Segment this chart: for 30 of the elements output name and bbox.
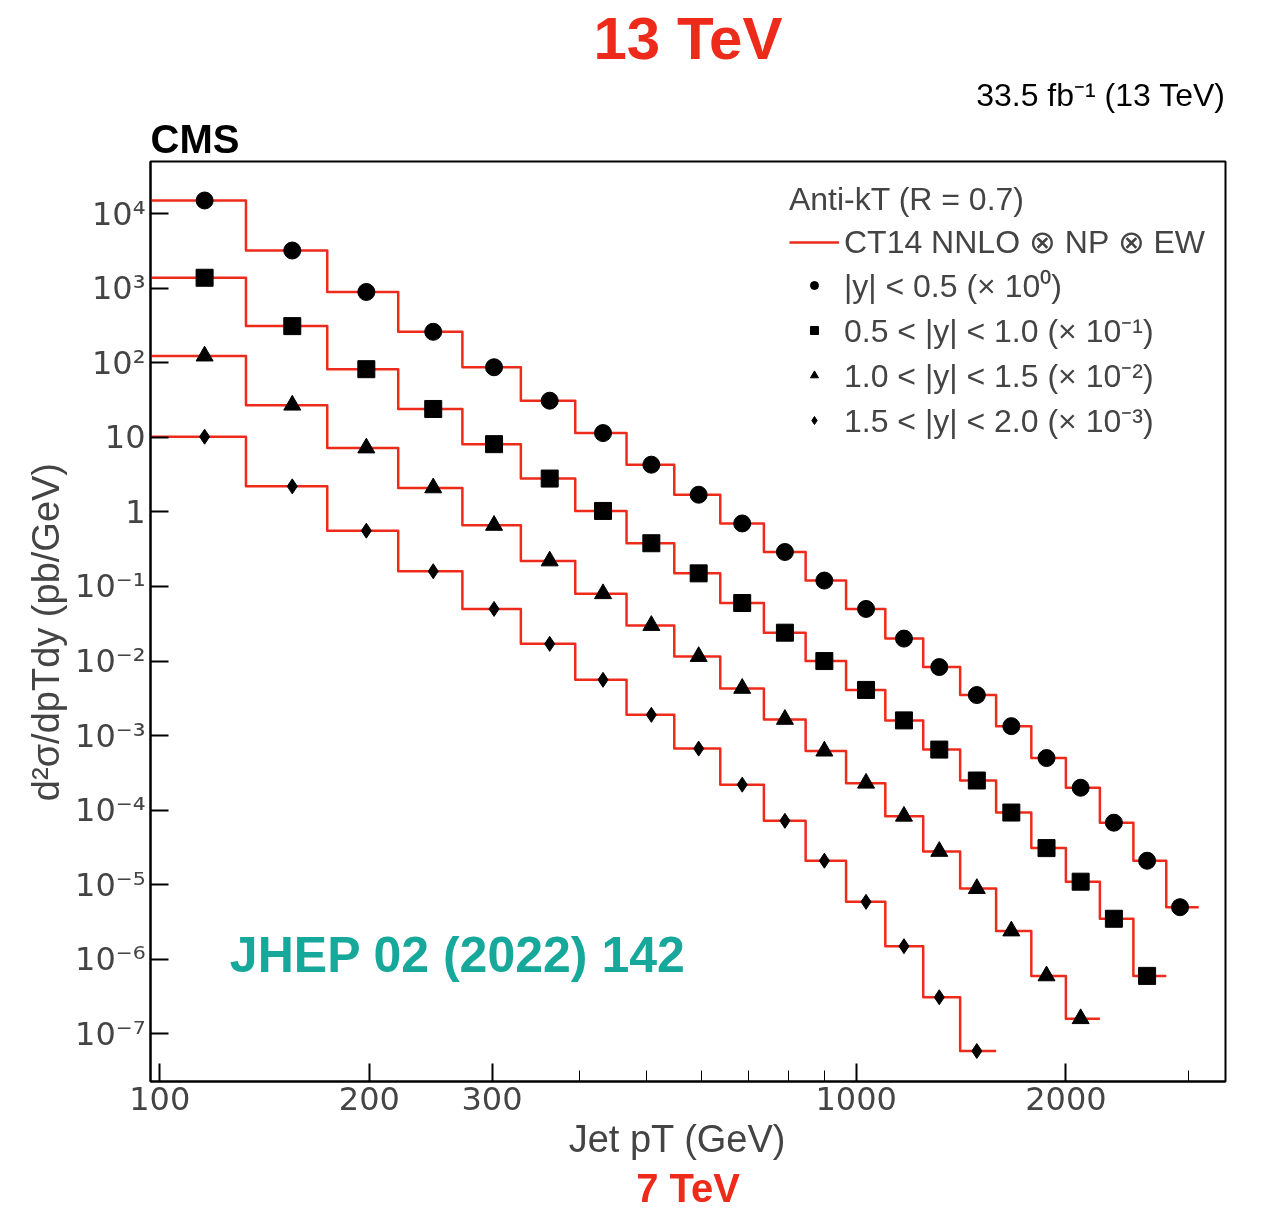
x-tick-label: 300 [461, 1079, 523, 1118]
legend-label: |y| < 0.5 (× 10⁰) [843, 267, 1062, 306]
y-tick-label: 10⁻⁷ [75, 1014, 146, 1053]
text: CMS [150, 116, 240, 161]
x-tick-label: 100 [129, 1079, 191, 1118]
y-tick-label: 10 [104, 418, 146, 457]
y-tick-label: 10⁻⁴ [75, 791, 146, 830]
x-tick-label: 200 [338, 1079, 400, 1118]
y-tick-label: 10⁻³ [75, 716, 146, 755]
text: 7 TeV [636, 1165, 741, 1210]
y-tick-label: 10⁴ [91, 194, 146, 233]
y-tick-label: 10⁻⁶ [75, 940, 146, 979]
legend-label: CT14 NNLO ⊗ NP ⊗ EW [843, 223, 1205, 261]
legend-label: 1.5 < |y| < 2.0 (× 10⁻³) [843, 402, 1154, 441]
legend-label: 1.0 < |y| < 1.5 (× 10⁻²) [843, 357, 1154, 396]
y-tick-label: 10² [91, 343, 146, 382]
y-tick-label: 10³ [91, 269, 146, 308]
x-tick-label: 2000 [1025, 1079, 1107, 1118]
y-tick-label: 1 [125, 492, 146, 531]
legend-label: 0.5 < |y| < 1.0 (× 10⁻¹) [843, 312, 1154, 351]
chart-title: 13 TeV [593, 4, 783, 72]
y-tick-label: 10⁻¹ [75, 567, 146, 606]
x-axis-title: Jet pT (GeV) [568, 1117, 786, 1160]
y-axis-title: d²σ/dpTdy (pb/GeV) [25, 462, 68, 802]
y-tick-label: 10⁻⁵ [75, 865, 146, 904]
annotation: JHEP 02 (2022) 142 [229, 926, 685, 983]
y-tick-label: 10⁻² [75, 642, 146, 681]
text: 33.5 fb⁻¹ (13 TeV) [976, 76, 1225, 113]
x-tick-label: 1000 [815, 1079, 897, 1118]
legend-title: Anti-kT (R = 0.7) [788, 181, 1025, 218]
